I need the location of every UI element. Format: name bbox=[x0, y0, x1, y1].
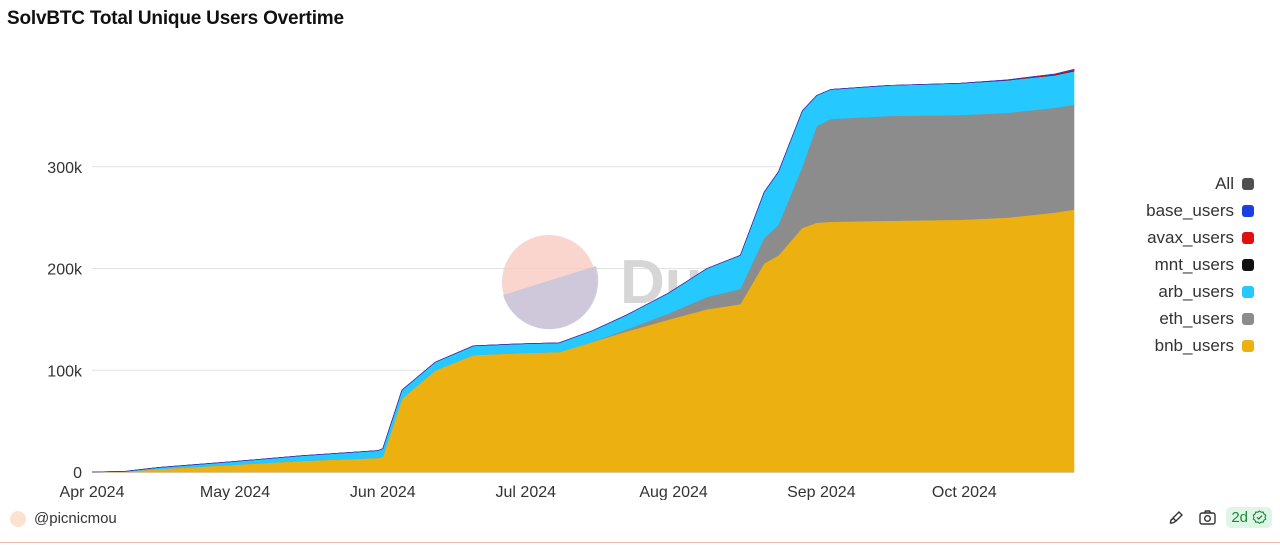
bottom-divider bbox=[0, 542, 1280, 543]
x-tick-label: Aug 2024 bbox=[639, 484, 708, 500]
y-tick-label: 200k bbox=[47, 262, 83, 279]
legend-label: bnb_users bbox=[1154, 335, 1234, 355]
legend-label: eth_users bbox=[1159, 308, 1234, 328]
footer: @picnicmou 2d bbox=[0, 503, 1280, 541]
y-tick-label: 0 bbox=[73, 465, 82, 482]
age-badge[interactable]: 2d bbox=[1226, 507, 1272, 528]
legend-swatch bbox=[1242, 312, 1254, 325]
legend-swatch bbox=[1242, 285, 1254, 298]
x-tick-label: Sep 2024 bbox=[787, 484, 856, 500]
legend-label: All bbox=[1215, 173, 1234, 193]
legend-item-bnb_users[interactable]: bnb_users bbox=[1034, 332, 1254, 359]
area-base_users bbox=[91, 68, 1075, 473]
author-name: @picnicmou bbox=[34, 510, 117, 527]
legend: All base_users avax_users mnt_users arb_user… bbox=[1034, 170, 1254, 359]
chart-title: SolvBTC Total Unique Users Overtime bbox=[7, 8, 344, 29]
paint-brush-icon[interactable] bbox=[1167, 509, 1185, 527]
legend-item-eth_users[interactable]: eth_users bbox=[1034, 305, 1254, 332]
legend-swatch bbox=[1242, 258, 1254, 271]
legend-swatch bbox=[1242, 204, 1254, 217]
legend-swatch bbox=[1242, 339, 1254, 352]
camera-icon[interactable] bbox=[1198, 509, 1216, 527]
x-tick-label: Apr 2024 bbox=[60, 484, 125, 500]
footer-actions: 2d bbox=[1154, 507, 1272, 528]
legend-item-base_users[interactable]: base_users bbox=[1034, 197, 1254, 224]
avatar bbox=[10, 510, 26, 527]
legend-item-mnt_users[interactable]: mnt_users bbox=[1034, 251, 1254, 278]
legend-label: mnt_users bbox=[1154, 254, 1234, 274]
check-circle-icon bbox=[1252, 510, 1267, 525]
x-tick-label: May 2024 bbox=[200, 484, 270, 500]
legend-item-All[interactable]: All bbox=[1034, 170, 1254, 197]
legend-item-arb_users[interactable]: arb_users bbox=[1034, 278, 1254, 305]
legend-swatch bbox=[1242, 177, 1254, 190]
legend-item-avax_users[interactable]: avax_users bbox=[1034, 224, 1254, 251]
x-tick-label: Oct 2024 bbox=[932, 484, 997, 500]
age-text: 2d bbox=[1231, 509, 1248, 526]
legend-label: arb_users bbox=[1158, 281, 1234, 301]
y-tick-label: 300k bbox=[47, 160, 83, 177]
x-axis-ticks: Apr 2024 May 2024 Jun 2024 Jul 2024 Aug 2024… bbox=[60, 484, 997, 500]
y-tick-label: 100k bbox=[47, 363, 83, 380]
watermark-circle-lower bbox=[503, 266, 599, 330]
y-axis-ticks: 0 100k 200k 300k bbox=[47, 160, 83, 482]
legend-swatch bbox=[1242, 231, 1254, 244]
stacked-areas bbox=[91, 68, 1075, 473]
legend-label: avax_users bbox=[1147, 227, 1234, 247]
x-tick-label: Jun 2024 bbox=[350, 484, 416, 500]
legend-label: base_users bbox=[1146, 200, 1234, 220]
x-tick-label: Jul 2024 bbox=[496, 484, 557, 500]
author-link[interactable]: @picnicmou bbox=[10, 510, 117, 527]
